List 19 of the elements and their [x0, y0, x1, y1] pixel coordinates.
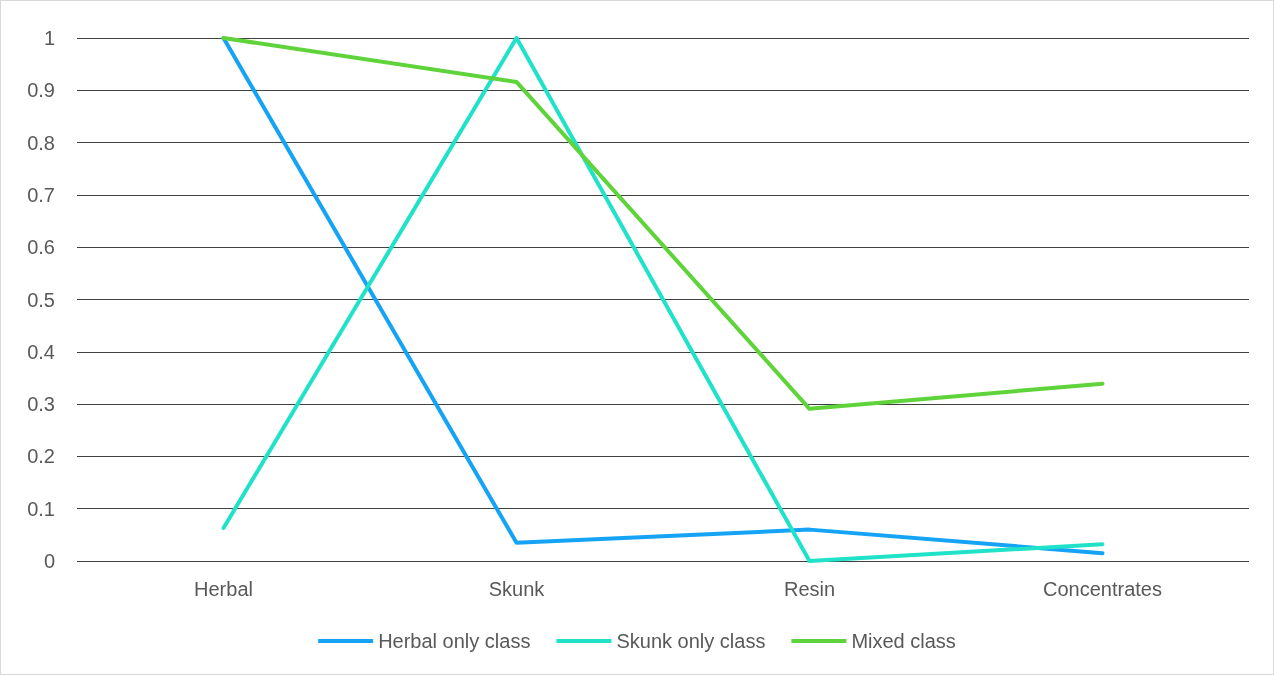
y-tick-label: 0.4: [27, 340, 55, 363]
x-tick-label: Skunk: [488, 578, 546, 600]
y-tick-label: 0.7: [27, 183, 55, 206]
y-tick-label: 0.3: [27, 393, 55, 416]
legend-label: Herbal only class: [378, 630, 531, 652]
y-tick-label: 0.2: [27, 445, 55, 468]
y-tick-label: 0.1: [27, 497, 55, 520]
legend-label: Skunk only class: [616, 630, 766, 652]
x-tick-label: Resin: [783, 578, 836, 600]
line-series: [221, 36, 1105, 411]
y-tick-label: 0: [43, 550, 55, 572]
x-tick-label: Concentrates: [1043, 578, 1162, 600]
y-tick-label: 0.6: [27, 236, 55, 259]
x-tick-label: Herbal: [194, 578, 253, 600]
y-tick-label: 0.9: [27, 79, 55, 102]
y-tick-label: 0.5: [27, 288, 55, 311]
y-tick-label: 0.8: [27, 131, 55, 154]
legend-label: Mixed class: [851, 630, 956, 652]
y-tick-label: 1: [43, 27, 55, 49]
